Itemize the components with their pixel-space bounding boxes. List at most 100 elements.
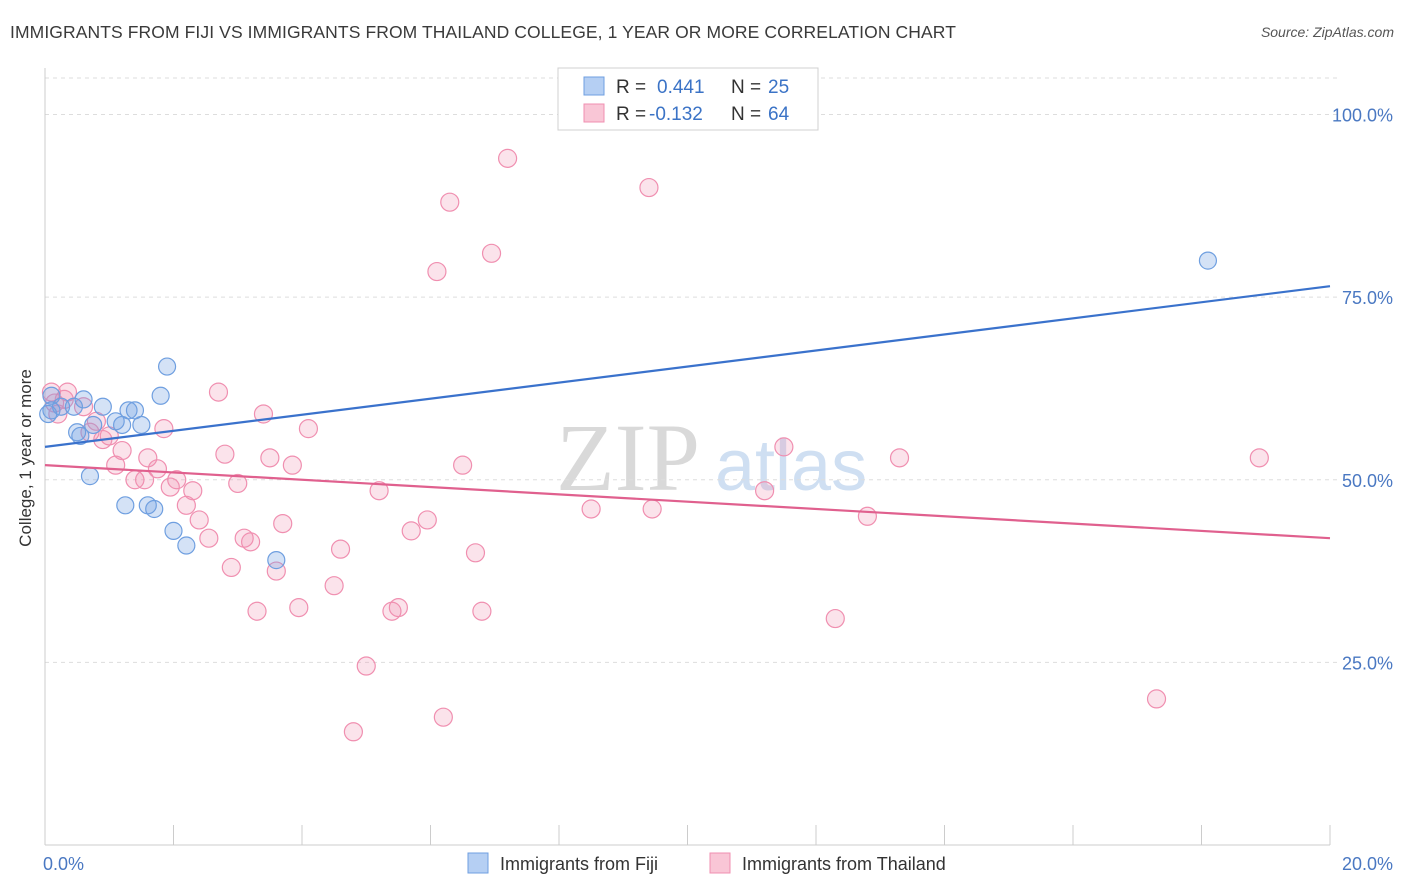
thailand-point	[774, 437, 794, 457]
thailand-point	[889, 448, 910, 468]
thailand-point	[356, 656, 376, 676]
fiji-point	[74, 390, 93, 409]
watermark-zip: ZIP	[556, 404, 700, 511]
x-tick-label-min: 0.0%	[43, 854, 84, 874]
y-tick-label: 75.0%	[1342, 288, 1393, 308]
thailand-point	[825, 608, 845, 629]
thailand-point	[472, 601, 492, 621]
series-legend: Immigrants from Fiji Immigrants from Tha…	[467, 852, 946, 874]
thailand-point	[330, 539, 351, 559]
fiji-point	[116, 496, 135, 515]
thailand-point	[440, 192, 460, 212]
thailand-point	[228, 473, 248, 494]
series-label-thailand: Immigrants from Thailand	[742, 854, 946, 874]
thailand-point	[154, 419, 174, 439]
thailand-point	[1146, 689, 1167, 709]
fiji-point	[84, 415, 103, 435]
fiji-point	[93, 397, 112, 416]
thailand-point	[324, 576, 344, 596]
thailand-trend-line	[44, 464, 1331, 540]
y-tick-label: 100.0%	[1332, 106, 1393, 126]
thailand-point	[343, 722, 363, 742]
series-swatch-thailand	[709, 852, 731, 874]
thailand-point	[639, 177, 659, 198]
fiji-point	[177, 536, 196, 555]
fiji-point	[138, 496, 157, 515]
series-label-fiji: Immigrants from Fiji	[500, 854, 658, 874]
thailand-point	[581, 499, 601, 519]
y-tick-label: 25.0%	[1342, 653, 1393, 673]
thailand-point	[183, 481, 203, 501]
legend-swatch-fiji	[583, 76, 605, 96]
thailand-point	[234, 528, 254, 548]
thailand-point	[417, 510, 437, 530]
fiji-point	[39, 404, 58, 424]
chart-title: IMMIGRANTS FROM FIJI VS IMMIGRANTS FROM …	[10, 22, 957, 42]
thailand-point	[266, 561, 286, 581]
legend-n-value-thailand: 64	[768, 104, 790, 125]
thailand-point	[241, 532, 261, 552]
gridlines	[45, 77, 1338, 663]
thailand-point	[247, 601, 267, 621]
thailand-point	[427, 261, 447, 282]
thailand-point	[199, 528, 219, 548]
thailand-point	[189, 510, 209, 530]
y-axis-label: College, 1 year or more	[16, 369, 35, 547]
fiji-point	[164, 521, 183, 540]
legend-r-value-fiji: 0.441	[657, 77, 705, 98]
legend-r-label-fiji: R =	[616, 77, 646, 98]
fiji-trend-line	[44, 285, 1331, 448]
thailand-point	[1249, 448, 1269, 468]
correlation-legend: R = 0.441 N = 25 R = -0.132 N = 64	[557, 67, 819, 131]
fiji-point	[151, 386, 170, 405]
thailand-point	[112, 440, 132, 461]
legend-r-label-thailand: R =	[616, 104, 646, 125]
fiji-point	[71, 426, 90, 446]
thailand-point	[857, 506, 878, 526]
thailand-point	[73, 397, 94, 417]
legend-swatch-thailand	[583, 103, 605, 123]
series-swatch-fiji	[467, 852, 489, 874]
source-label: Source: ZipAtlas.com	[1260, 24, 1394, 40]
thailand-point	[298, 419, 319, 439]
fiji-point	[1198, 251, 1218, 270]
legend-n-value-fiji: 25	[768, 77, 789, 98]
thailand-point	[282, 455, 302, 475]
y-tick-label: 50.0%	[1342, 471, 1393, 491]
fiji-point	[157, 357, 177, 376]
thailand-point	[642, 499, 662, 519]
fiji-point	[267, 551, 286, 570]
thailand-point	[388, 597, 408, 618]
fiji-points	[39, 251, 1218, 570]
thailand-point	[433, 707, 453, 727]
thailand-point	[498, 148, 518, 168]
axes: 25.0% 50.0% 75.0% 100.0% 0.0% 20.0%	[43, 68, 1393, 874]
thailand-point	[382, 601, 402, 621]
thailand-point	[208, 382, 229, 402]
legend-n-label-thailand: N =	[731, 104, 761, 125]
thailand-point	[465, 543, 486, 563]
fiji-point	[64, 397, 84, 416]
thailand-point	[754, 481, 775, 501]
thailand-point	[481, 243, 502, 263]
thailand-point	[215, 444, 235, 464]
thailand-point	[369, 481, 389, 501]
thailand-point	[167, 470, 187, 490]
thailand-point	[260, 448, 280, 468]
thailand-point	[453, 455, 473, 475]
watermark-atlas: atlas	[715, 426, 867, 506]
trend-lines	[44, 285, 1331, 540]
fiji-point	[112, 415, 132, 435]
thailand-point	[221, 557, 241, 578]
thailand-point	[289, 597, 309, 618]
thailand-point	[273, 513, 293, 534]
fiji-point	[80, 467, 100, 486]
legend-r-value-thailand: -0.132	[649, 104, 703, 125]
thailand-point	[138, 448, 158, 468]
fiji-point	[125, 401, 145, 420]
thailand-point	[160, 477, 180, 497]
thailand-point	[401, 521, 421, 541]
x-tick-label-max: 20.0%	[1342, 854, 1393, 874]
thailand-point	[147, 459, 168, 479]
